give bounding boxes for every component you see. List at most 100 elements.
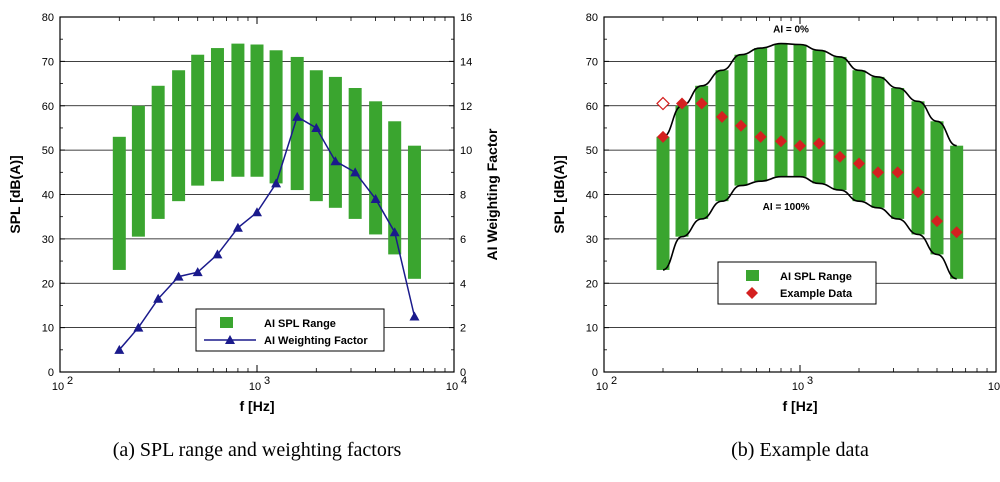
x-tick-exponent: 4 <box>461 375 467 387</box>
x-axis-label: f [Hz] <box>783 398 818 414</box>
weighting-factor-point <box>389 227 400 237</box>
weighting-factor-point <box>311 122 322 132</box>
spl-range-bar <box>891 88 905 219</box>
weighting-factor-line <box>118 115 416 351</box>
example-data-point <box>912 186 925 199</box>
x-tick-label: 10 <box>52 381 64 393</box>
spl-range-bar <box>871 76 885 208</box>
example-data-point <box>930 215 943 228</box>
example-data-point <box>812 137 825 150</box>
spl-range-bar <box>250 44 264 177</box>
example-data-point <box>775 135 788 148</box>
spl-range-bar <box>131 105 145 237</box>
example-data-point <box>734 119 747 132</box>
legend-box <box>717 261 877 305</box>
y2-tick-label: 6 <box>460 234 466 246</box>
spl-range-bar <box>328 76 342 208</box>
weighting-factor-point <box>409 311 420 321</box>
y-tick-label: 70 <box>586 56 598 68</box>
spl-range-bar <box>695 85 709 219</box>
spl-range-bar <box>656 136 670 270</box>
y-tick-label: 50 <box>42 145 54 157</box>
x-axis-label: f [Hz] <box>240 398 275 414</box>
weighting-factor-point <box>133 322 144 332</box>
weighting-factor-point <box>330 156 341 166</box>
example-data-point <box>891 166 904 179</box>
spl-range-bar <box>309 70 323 202</box>
x-tick-label: 10 <box>792 381 804 393</box>
weighting-factor-point <box>192 267 203 277</box>
spl-range-bar <box>172 70 186 202</box>
legend-swatch-range <box>746 270 759 281</box>
figure-caption: (b) Example data <box>731 439 869 461</box>
y2-axis-label: AI Weighting Factor <box>484 128 500 261</box>
weighting-factor-point <box>370 193 381 203</box>
y2-tick-label: 4 <box>460 278 466 290</box>
figure-caption: (a) SPL range and weighting factors <box>113 439 402 461</box>
y-tick-label: 20 <box>42 278 54 290</box>
y2-tick-label: 8 <box>460 190 466 202</box>
y-tick-label: 80 <box>586 12 598 24</box>
spl-range-bar <box>774 43 788 177</box>
y2-tick-label: 12 <box>460 101 472 113</box>
legend-label-range: AI SPL Range <box>264 318 336 330</box>
x-tick-label: 10 <box>249 381 261 393</box>
spl-range-bar <box>210 48 224 182</box>
spl-range-bar <box>793 44 807 177</box>
spl-range-bar <box>388 121 402 255</box>
y2-tick-label: 2 <box>460 323 466 335</box>
envelope-ai-0 <box>662 42 957 147</box>
y-tick-label: 70 <box>42 56 54 68</box>
y-axis-label: SPL [dB(A)] <box>551 155 567 233</box>
spl-range-bar <box>369 101 383 235</box>
annotation: AI = 0% <box>773 25 809 36</box>
y2-tick-label: 10 <box>460 145 472 157</box>
y-tick-label: 60 <box>586 101 598 113</box>
y-tick-label: 20 <box>586 278 598 290</box>
spl-range-bar <box>812 50 826 184</box>
y-tick-label: 40 <box>42 190 54 202</box>
spl-range-bar <box>833 56 847 191</box>
y-tick-label: 40 <box>586 190 598 202</box>
legend: AI SPL Range Example Data <box>717 261 877 305</box>
y-tick-label: 30 <box>42 234 54 246</box>
weighting-factor-point <box>252 207 262 217</box>
spl-range-bar <box>269 50 283 184</box>
x-tick-exponent: 3 <box>264 375 270 387</box>
weighting-factor-point <box>350 167 361 177</box>
spl-range-bar <box>930 121 944 255</box>
example-data-point <box>657 130 670 143</box>
y2-tick-label: 16 <box>460 12 472 24</box>
example-data-point <box>834 150 847 163</box>
y-tick-label: 0 <box>48 367 54 379</box>
annotation: AI = 100% <box>763 202 810 213</box>
legend: AI SPL Range AI Weighting Factor <box>195 308 385 352</box>
example-data-point <box>871 166 884 179</box>
weighting-factor-point <box>173 271 184 281</box>
example-data-point <box>754 130 767 143</box>
example-data-point <box>695 97 708 110</box>
spl-range-bar <box>950 145 964 279</box>
spl-range-bar <box>852 70 866 202</box>
spl-range-bar <box>407 145 421 279</box>
example-data-point <box>853 157 866 170</box>
x-tick-label: 10 <box>988 381 1000 393</box>
y-tick-label: 60 <box>42 101 54 113</box>
spl-range-bar <box>231 43 245 177</box>
y-tick-label: 10 <box>586 323 598 335</box>
x-tick-label: 10 <box>446 381 458 393</box>
legend-swatch-triangle <box>225 335 235 344</box>
y-tick-label: 30 <box>586 234 598 246</box>
weighting-factor-point <box>292 111 303 121</box>
y2-tick-label: 14 <box>460 56 472 68</box>
spl-range-bar <box>290 56 304 191</box>
legend-swatch-range <box>220 317 233 328</box>
spl-range-bar <box>754 48 768 182</box>
legend-label-range: AI SPL Range <box>780 271 852 283</box>
weighting-factor-point <box>212 249 223 259</box>
spl-range-bar <box>151 85 165 219</box>
y-tick-label: 50 <box>586 145 598 157</box>
